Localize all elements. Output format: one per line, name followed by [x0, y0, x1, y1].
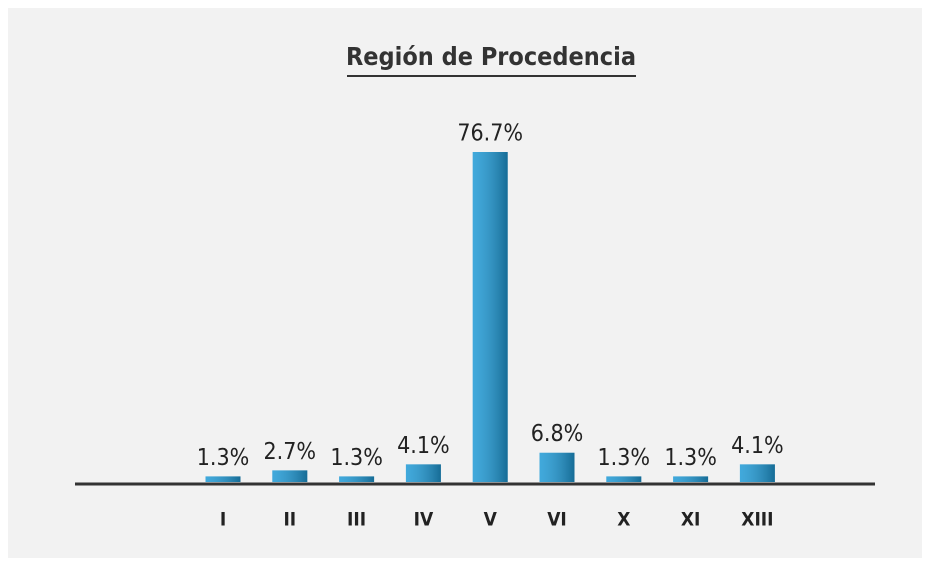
x-tick-label: I [220, 509, 226, 531]
value-label: 2.7% [264, 439, 317, 465]
bar-shade [472, 152, 508, 482]
x-tick-label: V [484, 509, 498, 531]
value-label: 1.3% [330, 445, 383, 471]
value-label: 1.3% [664, 445, 717, 471]
value-label: 1.3% [197, 445, 250, 471]
x-tick-label: XIII [741, 509, 773, 531]
panel [8, 8, 922, 558]
value-label: 1.3% [598, 445, 651, 471]
bar-shade [673, 476, 709, 482]
bar-shade [539, 452, 575, 482]
x-tick-label: X [617, 509, 630, 531]
value-label: 4.1% [397, 433, 450, 459]
bar-shade [739, 464, 775, 482]
x-tick-label: II [283, 509, 296, 531]
value-label: 4.1% [731, 433, 784, 459]
bar-shade [606, 476, 642, 482]
value-label: 76.7% [457, 121, 523, 147]
x-tick-label: III [347, 509, 366, 531]
x-tick-label: XI [681, 509, 701, 531]
bar-shade [339, 476, 375, 482]
x-tick-label: IV [414, 509, 434, 531]
value-label: 6.8% [531, 421, 584, 447]
chart-title: Región de Procedencia [346, 42, 636, 71]
x-tick-label: VI [547, 509, 567, 531]
bar-shade [272, 470, 308, 482]
bar-shade [205, 476, 241, 482]
bar-shade [405, 464, 441, 482]
